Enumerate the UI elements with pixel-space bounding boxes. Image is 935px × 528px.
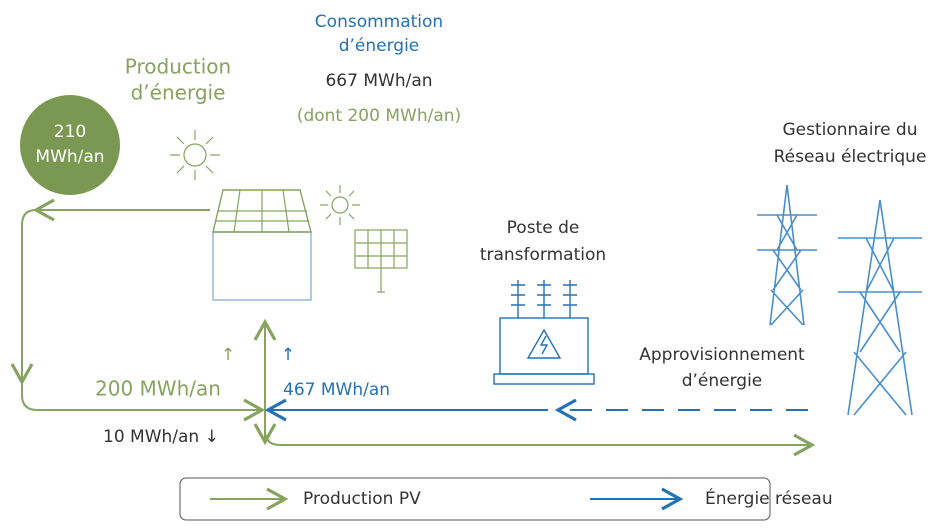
consumption-note: (dont 200 MWh/an) xyxy=(297,106,461,126)
production-title: d’énergie xyxy=(131,81,226,105)
solar-panel xyxy=(355,230,407,292)
substation: transformation xyxy=(480,245,606,265)
badge-value: 210 xyxy=(54,122,86,142)
flow-label: 10 MWh/an ↓ xyxy=(103,427,219,447)
substation: Poste de xyxy=(507,218,580,238)
diagram: Consommation d’énergie 667 MWh/an (dont … xyxy=(0,0,935,528)
consumption-value: 667 MWh/an xyxy=(325,71,432,91)
flow-arrow xyxy=(22,210,36,382)
consumption-title: Consommation xyxy=(315,12,443,32)
flow-label: 200 MWh/an xyxy=(95,377,221,401)
flow-arrow xyxy=(265,430,812,445)
pylons xyxy=(757,185,922,415)
grid-operator: Gestionnaire du xyxy=(782,120,917,140)
supply: d’énergie xyxy=(682,371,763,391)
legend-entry: Énergie réseau xyxy=(705,487,833,509)
house xyxy=(213,190,311,300)
flow-arrow-symbol: ↑ xyxy=(221,345,235,365)
production-title: Production xyxy=(125,55,231,79)
supply: Approvisionnement xyxy=(639,345,805,365)
consumption-title: d’énergie xyxy=(339,36,420,56)
transformer xyxy=(494,280,594,384)
flow-arrow-symbol: ↑ xyxy=(281,345,295,365)
grid-operator: Réseau électrique xyxy=(774,147,927,167)
legend-entry: Production PV xyxy=(303,489,421,509)
badge-unit: MWh/an xyxy=(35,147,104,167)
production-badge xyxy=(20,95,120,195)
flow-label: 467 MWh/an xyxy=(283,380,390,400)
